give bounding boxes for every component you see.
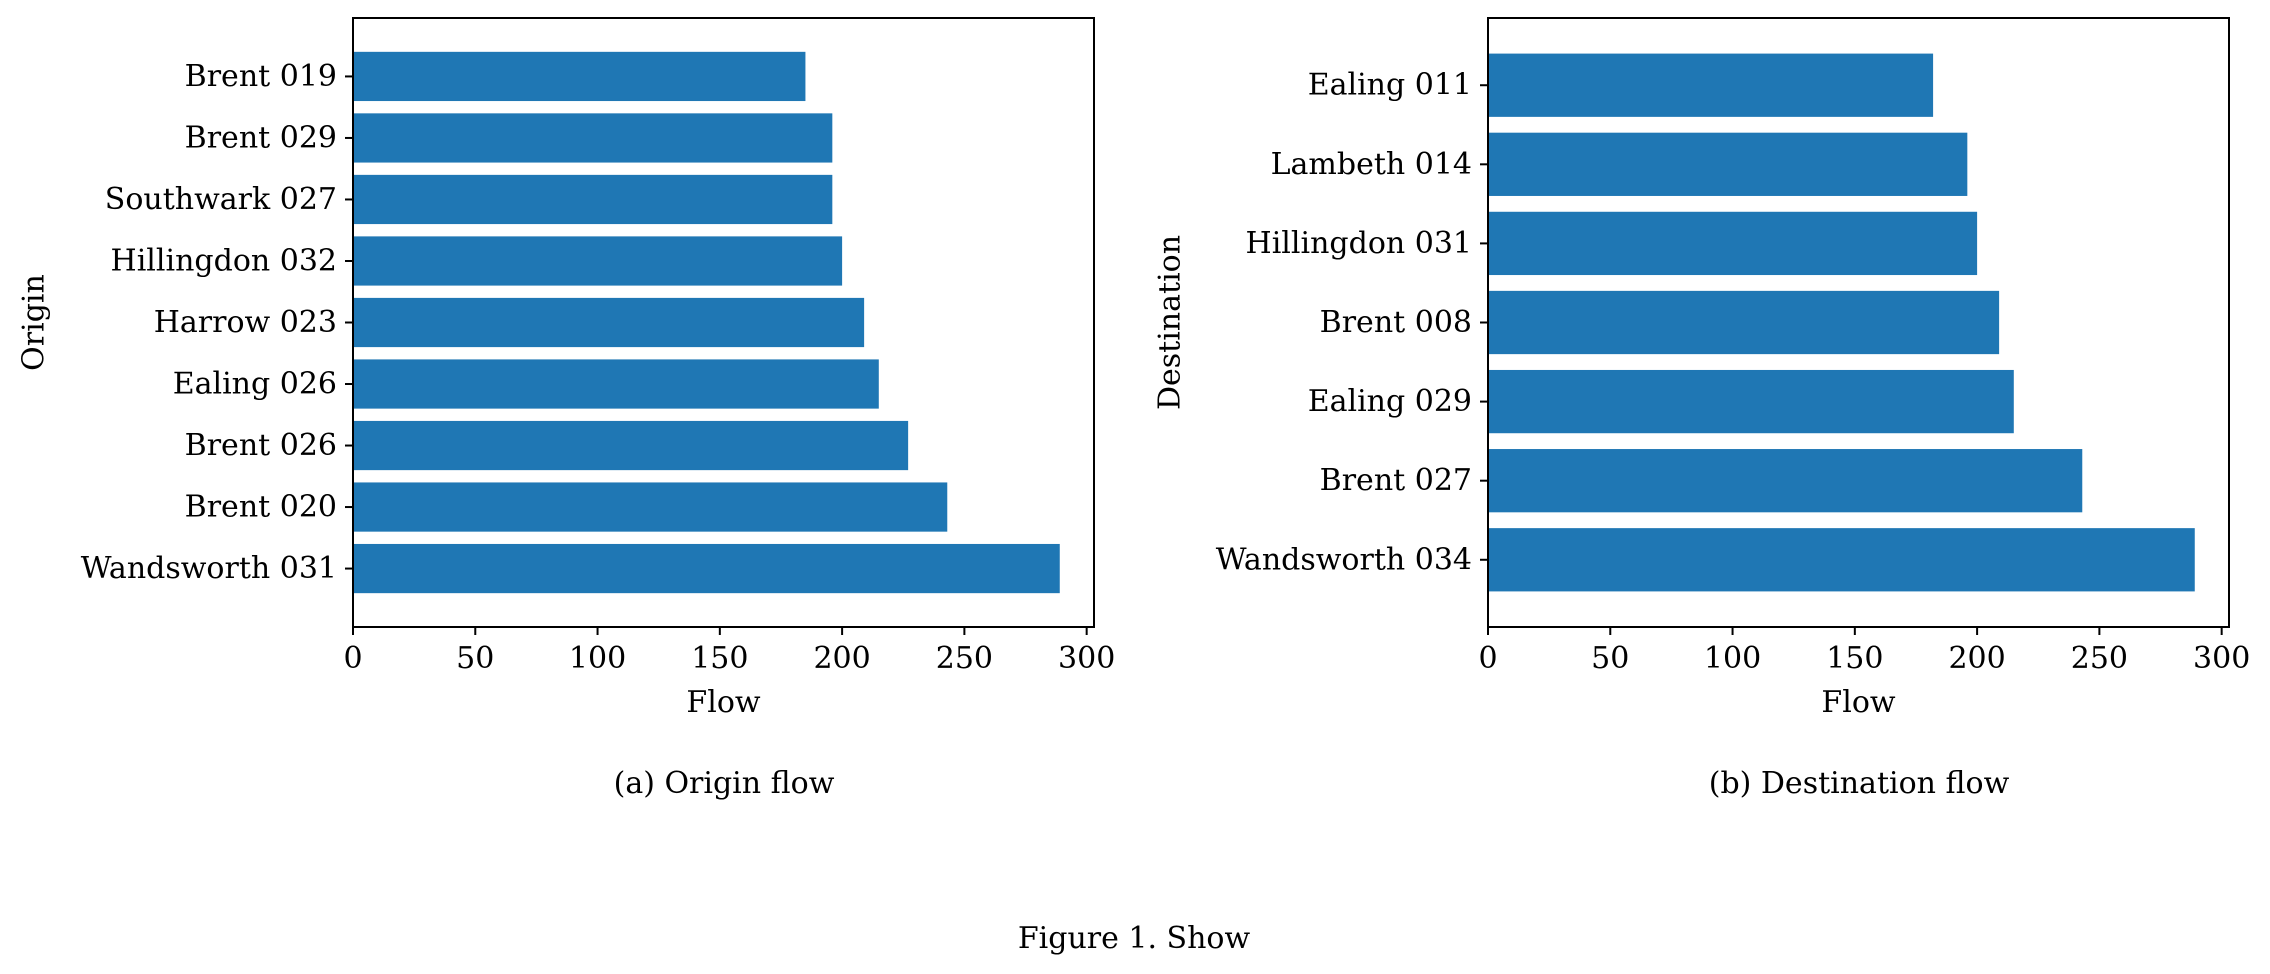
bar-brent-020 bbox=[353, 482, 948, 532]
subcaption-b: (b) Destination flow bbox=[1709, 766, 2010, 801]
bar-brent-019 bbox=[353, 51, 806, 102]
y-tick-label: Ealing 026 bbox=[173, 367, 337, 402]
bar-ealing-029 bbox=[1488, 369, 2014, 434]
x-tick-label: 250 bbox=[936, 641, 993, 676]
x-tick-label: 100 bbox=[569, 641, 626, 676]
destination-flow-chart: Wandsworth 034 Brent 027 Ealing 029 Brent 0… bbox=[1153, 17, 2250, 720]
y-tick-label: Brent 029 bbox=[185, 120, 337, 155]
y-tick-label: Lambeth 014 bbox=[1271, 147, 1472, 182]
subcaption-a: (a) Origin flow bbox=[614, 766, 835, 801]
y-tick-label: Brent 008 bbox=[1320, 305, 1472, 340]
bar-harrow-023 bbox=[353, 297, 865, 348]
y-tick-label: Hillingdon 031 bbox=[1246, 226, 1472, 261]
x-tick-label: 150 bbox=[691, 641, 748, 676]
x-tick-label: 200 bbox=[1948, 641, 2005, 676]
plot-frame bbox=[352, 17, 1095, 628]
y-axis-label: Origin bbox=[17, 274, 52, 371]
y-tick-label: Southwark 027 bbox=[105, 182, 337, 217]
bar-brent-027 bbox=[1488, 449, 2083, 513]
y-axis-label: Destination bbox=[1153, 235, 1188, 410]
bar-ealing-026 bbox=[353, 359, 879, 409]
plot-frame bbox=[1487, 17, 2230, 628]
x-tick-label: 100 bbox=[1704, 641, 1761, 676]
bar-southwark-027 bbox=[353, 174, 833, 225]
bar-brent-008 bbox=[1488, 290, 2000, 355]
x-axis-label: Flow bbox=[1821, 685, 1895, 720]
y-tick-label: Ealing 029 bbox=[1308, 384, 1472, 419]
bar-ealing-011 bbox=[1488, 53, 1934, 117]
figure-caption: Figure 1. Show bbox=[1018, 921, 1251, 956]
x-tick-label: 200 bbox=[813, 641, 870, 676]
bar-wandsworth-031 bbox=[353, 543, 1060, 594]
y-tick-label: Harrow 023 bbox=[154, 305, 337, 340]
y-tick-label: Brent 019 bbox=[185, 59, 337, 94]
x-axis-label: Flow bbox=[686, 685, 760, 720]
x-tick-label: 50 bbox=[1591, 641, 1629, 676]
x-tick-label: 150 bbox=[1826, 641, 1883, 676]
y-tick-label: Ealing 011 bbox=[1308, 68, 1472, 103]
y-tick-label: Wandsworth 034 bbox=[1216, 542, 1472, 577]
x-tick-label: 250 bbox=[2071, 641, 2128, 676]
y-tick-label: Brent 026 bbox=[185, 428, 337, 463]
x-tick-label: 300 bbox=[2193, 641, 2250, 676]
x-tick-label: 0 bbox=[1478, 641, 1497, 676]
bar-brent-029 bbox=[353, 113, 833, 163]
y-tick-label: Brent 020 bbox=[185, 490, 337, 525]
bar-lambeth-014 bbox=[1488, 132, 1968, 196]
x-tick-label: 0 bbox=[343, 641, 362, 676]
x-tick-label: 300 bbox=[1058, 641, 1115, 676]
bar-hillingdon-032 bbox=[353, 236, 843, 286]
y-tick-label: Brent 027 bbox=[1320, 463, 1472, 498]
y-tick-label: Hillingdon 032 bbox=[111, 243, 337, 278]
y-tick-label: Wandsworth 031 bbox=[81, 551, 337, 586]
origin-flow-chart: Wandsworth 031 Brent 020 Brent 026 Ealing 0… bbox=[17, 17, 1115, 720]
bar-wandsworth-034 bbox=[1488, 528, 2195, 592]
x-tick-label: 50 bbox=[456, 641, 494, 676]
bar-hillingdon-031 bbox=[1488, 211, 1978, 276]
bar-brent-026 bbox=[353, 420, 909, 471]
